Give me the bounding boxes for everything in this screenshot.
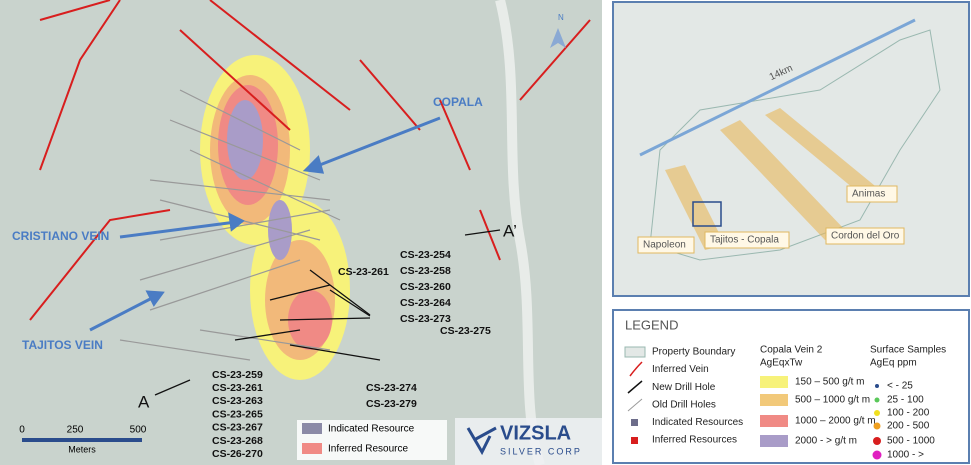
drill-label: CS-23-265 bbox=[212, 408, 263, 420]
legend-text: Indicated Resource bbox=[328, 424, 415, 435]
label-box bbox=[704, 231, 790, 249]
swatch bbox=[760, 394, 788, 406]
north-arrow bbox=[550, 28, 566, 48]
drill-label: CS-23-254 bbox=[400, 249, 451, 261]
drill-label: CS-23-268 bbox=[212, 435, 263, 447]
trend-zone bbox=[665, 165, 725, 250]
legend-text: Indicated Resources bbox=[652, 417, 743, 428]
place-label: Napoleon bbox=[643, 240, 686, 251]
inset-map: 14km Animas Napoleon Tajitos - Copala Co… bbox=[612, 1, 970, 297]
legend-items bbox=[624, 346, 646, 444]
swatch bbox=[760, 415, 788, 427]
legend-heading: AgEq ppm bbox=[870, 358, 917, 369]
distance-line bbox=[639, 18, 916, 157]
legend-text: Inferred Resource bbox=[328, 444, 408, 455]
drill-label: CS-23-264 bbox=[400, 297, 451, 309]
sample-dots bbox=[872, 384, 882, 460]
trend-zone bbox=[765, 108, 880, 198]
vein-label: COPALA bbox=[433, 95, 483, 109]
legend-text: 500 – 1000 g/t m bbox=[795, 395, 870, 406]
drill-label: CS-23-258 bbox=[400, 265, 451, 277]
main-map: COPALA CRISTIANO VEIN TAJITOS VEIN A A’ … bbox=[0, 0, 602, 465]
drill-label: CS-23-259 bbox=[212, 369, 263, 381]
swatch bbox=[302, 423, 322, 434]
road bbox=[495, 0, 545, 465]
inferred-veins bbox=[29, 0, 591, 321]
legend: LEGEND Property Boundary Inferred Vein New… bbox=[612, 309, 970, 464]
resource-2000 bbox=[227, 100, 263, 180]
swatch bbox=[760, 376, 788, 388]
resource-1000-2000 bbox=[288, 290, 332, 350]
logo-sub: SILVER CORP bbox=[500, 446, 582, 456]
vein-label: CRISTIANO VEIN bbox=[12, 229, 109, 243]
logo-mark bbox=[466, 426, 497, 456]
legend-text: 200 - 500 bbox=[887, 421, 930, 432]
legend-heading: Surface Samples bbox=[870, 345, 946, 356]
old-drill-holes bbox=[119, 89, 341, 361]
drill-label: CS-23-263 bbox=[212, 395, 263, 407]
scale-bar bbox=[22, 438, 142, 442]
drill-label: CS-23-261 bbox=[338, 266, 389, 278]
drill-group: CS-23-254 CS-23-258 CS-23-260 CS-23-264 CS-2… bbox=[400, 249, 451, 325]
new-drill-holes bbox=[154, 229, 501, 396]
legend-heading: Copala Vein 2 bbox=[760, 345, 823, 356]
logo-box bbox=[455, 418, 602, 465]
legend-text: 25 - 100 bbox=[887, 395, 924, 406]
north-label: N bbox=[558, 13, 564, 22]
legend-text: 2000 - > g/t m bbox=[795, 436, 857, 447]
legend-bg bbox=[612, 309, 970, 464]
logo-text: VIZSLA bbox=[500, 422, 571, 444]
scale-label: 250 bbox=[67, 425, 84, 436]
place-label: Tajitos - Copala bbox=[710, 235, 779, 246]
legend-text: New Drill Hole bbox=[652, 382, 716, 393]
legend-texts: Property Boundary Inferred Vein New Drill … bbox=[652, 345, 946, 461]
legend-text: Old Drill Holes bbox=[652, 399, 716, 410]
legend-text: Inferred Resources bbox=[652, 435, 737, 446]
place-label: Cordon del Oro bbox=[831, 231, 900, 242]
property-boundary bbox=[649, 29, 941, 261]
drill-label: CS-23-274 bbox=[366, 382, 417, 394]
drill-label: CS-23-273 bbox=[400, 313, 451, 325]
section-label: A’ bbox=[503, 221, 517, 240]
scale-label: 500 bbox=[130, 425, 147, 436]
label-box bbox=[825, 227, 905, 245]
drill-label: CS-26-270 bbox=[212, 448, 263, 460]
legend-text: 100 - 200 bbox=[887, 408, 930, 419]
place-label: Animas bbox=[852, 189, 885, 200]
label-box bbox=[637, 236, 695, 254]
legend-text: Property Boundary bbox=[652, 347, 735, 358]
vein-label: TAJITOS VEIN bbox=[22, 338, 103, 352]
drill-group: CS-23-274 CS-23-279 bbox=[366, 382, 417, 410]
legend-text: 1000 - > bbox=[887, 450, 924, 461]
arrows bbox=[89, 116, 441, 332]
legend-title: LEGEND bbox=[625, 317, 678, 332]
drill-label: CS-23-260 bbox=[400, 281, 451, 293]
legend-text: 1000 – 2000 g/t m bbox=[795, 416, 876, 427]
trend-zone bbox=[720, 120, 845, 240]
legend-text: < - 25 bbox=[887, 381, 913, 392]
swatch bbox=[302, 443, 322, 454]
drill-label: CS-23-267 bbox=[212, 422, 263, 434]
drill-label: CS-23-261 bbox=[212, 382, 263, 394]
drill-label: CS-23-279 bbox=[366, 398, 417, 410]
label-box bbox=[846, 185, 898, 203]
section-label: A bbox=[138, 392, 150, 411]
drill-label: CS-23-275 bbox=[440, 325, 491, 337]
legend-text: Inferred Vein bbox=[652, 364, 709, 375]
scale-label: 0 bbox=[19, 425, 25, 436]
legend-text: 150 – 500 g/t m bbox=[795, 377, 865, 388]
focus-box bbox=[692, 201, 722, 227]
legend-text: 500 - 1000 bbox=[887, 436, 935, 447]
swatch bbox=[760, 435, 788, 447]
scale-unit: Meters bbox=[68, 444, 96, 454]
legend-heading: AgEqxTw bbox=[760, 358, 803, 369]
